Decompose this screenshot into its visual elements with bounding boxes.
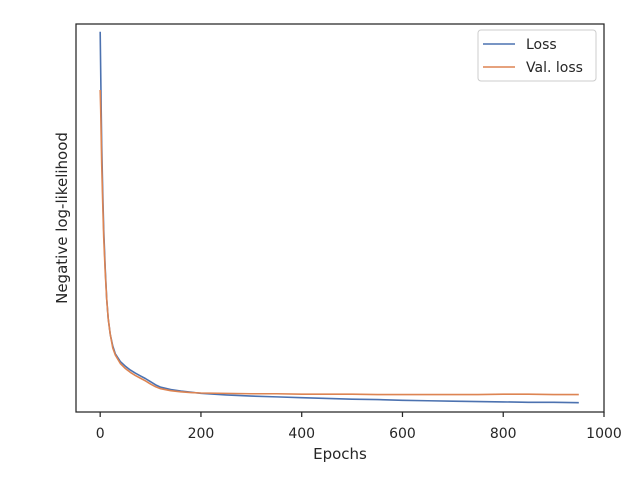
legend-box (477, 29, 597, 82)
x-axis-label: Epochs (313, 445, 367, 463)
legend-label-loss: Loss (526, 37, 557, 53)
series-line-val-loss (99, 89, 579, 396)
x-tick-label: 1000 (586, 426, 622, 442)
x-tick-label: 600 (389, 426, 416, 442)
legend-label-val-loss: Val. loss (526, 60, 583, 76)
y-axis-label: Negative log-likelihood (53, 132, 71, 304)
x-tick-label: 400 (288, 426, 315, 442)
series-layer (99, 31, 579, 404)
legend: Loss Val. loss (477, 29, 597, 82)
x-tick-label: 800 (490, 426, 517, 442)
x-axis-ticks: 0 200 400 600 800 1000 (96, 412, 622, 442)
x-tick-label: 200 (188, 426, 215, 442)
x-tick-label: 0 (96, 426, 105, 442)
plot-background (76, 24, 604, 412)
plot-frame (75, 23, 605, 413)
